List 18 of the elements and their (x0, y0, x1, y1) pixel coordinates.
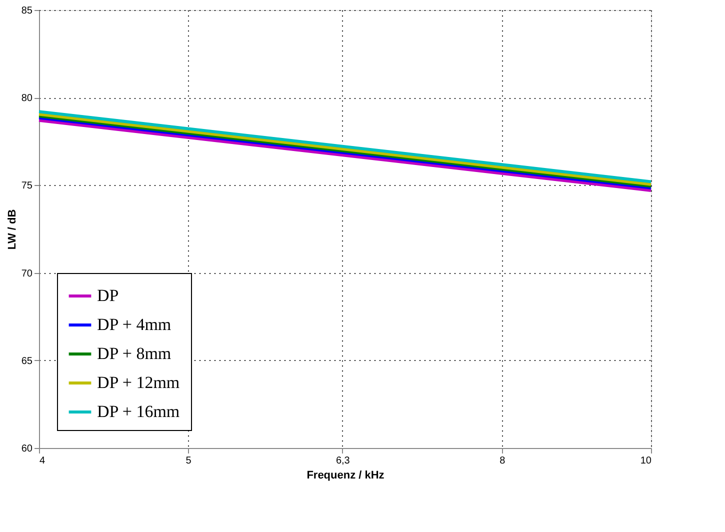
legend-label: DP + 4mm (97, 315, 172, 334)
legend-label: DP (97, 286, 119, 305)
y-tick-label: 70 (21, 268, 33, 280)
x-tick-label: 10 (640, 456, 652, 466)
x-tick-label: 8 (500, 456, 506, 466)
y-axis-title: LW / dB (6, 209, 18, 250)
y-tick-label: 65 (21, 356, 33, 367)
x-tick-label: 5 (186, 456, 192, 466)
legend-label: DP + 12mm (97, 373, 180, 392)
x-tick-label: 6,3 (336, 456, 350, 466)
y-tick-label: 60 (21, 444, 33, 454)
y-tick-label: 75 (21, 180, 33, 192)
y-tick-label: 85 (21, 6, 33, 16)
legend-label: DP + 16mm (97, 402, 180, 421)
x-axis-title: Frequenz / kHz (306, 470, 385, 482)
x-tick-label: 4 (40, 456, 46, 466)
y-tick-label: 80 (21, 93, 33, 104)
legend-label: DP + 8mm (97, 344, 172, 363)
